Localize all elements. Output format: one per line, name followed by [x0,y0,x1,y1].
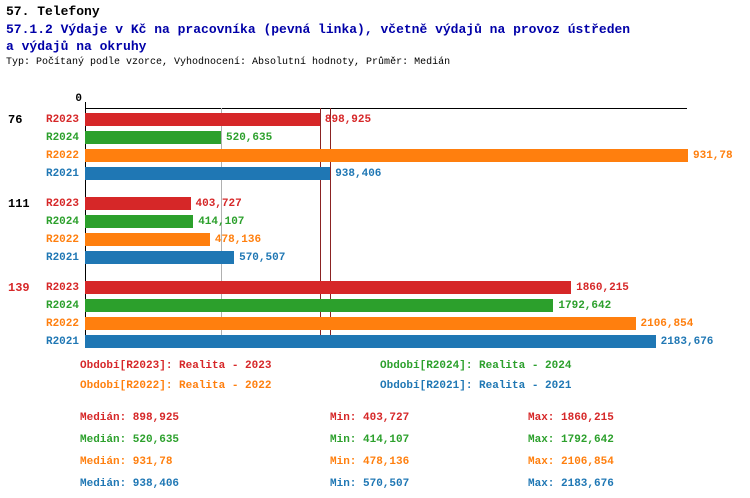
legend-item: Období[R2023]: Realita - 2023 [80,360,272,372]
series-label: R2023 [45,198,79,210]
report-subtitle-line1: 57.1.2 Výdaje v Kč na pracovníka (pevná … [6,22,631,37]
median-line [221,108,222,348]
series-label: R2021 [45,252,79,264]
stat-median: Medián: 898,925 [80,412,180,424]
bar-value-label: 898,925 [324,114,372,126]
stat-max: Max: 2183,676 [528,478,614,490]
axis-line-top [85,108,687,109]
axis-line-left [85,108,86,348]
stat-median: Medián: 520,635 [80,434,180,446]
series-label: R2021 [45,336,79,348]
bar-r2021 [85,167,331,180]
bar-r2024 [85,215,194,228]
stat-min: Min: 478,136 [330,456,410,468]
bar-r2023 [85,113,320,126]
stat-min: Min: 414,107 [330,434,410,446]
stat-min: Min: 570,507 [330,478,410,490]
group-label: 76 [8,113,23,127]
bar-r2022 [85,317,636,330]
median-line [319,108,321,348]
report-meta-line: Typ: Počítaný podle vzorce, Vyhodnocení:… [6,57,451,68]
group-label: 111 [8,197,30,211]
bar-r2023 [85,281,572,294]
bar-r2023 [85,197,191,210]
series-label: R2022 [45,318,79,330]
group-label: 139 [8,281,30,295]
bar-value-label: 414,107 [198,216,245,228]
bar-value-label: 478,136 [214,234,262,246]
bar-r2024 [85,131,221,144]
median-line [330,108,332,348]
bar-r2022 [85,233,210,246]
bar-value-label: 1860,215 [576,282,629,294]
series-label: R2021 [45,168,79,180]
bar-value-label: 2106,854 [640,318,694,330]
series-label: R2023 [45,282,79,294]
stat-median: Medián: 931,78 [80,456,173,468]
report-title: 57. Telefony [6,4,100,19]
axis-zero-tick [85,102,86,108]
bar-value-label: 2183,676 [660,336,714,348]
bar-value-label: 931,78 [693,150,733,162]
legend-item: Období[R2021]: Realita - 2021 [380,380,572,392]
bar-r2021 [85,251,235,264]
stat-min: Min: 403,727 [330,412,410,424]
legend-item: Období[R2022]: Realita - 2022 [80,380,272,392]
bar-value-label: 1792,642 [558,300,612,312]
legend-item: Období[R2024]: Realita - 2024 [380,360,572,372]
series-label: R2024 [45,216,79,228]
bar-r2024 [85,299,554,312]
bar-r2021 [85,335,656,348]
stat-max: Max: 1792,642 [528,434,614,446]
series-label: R2022 [45,234,79,246]
series-label: R2022 [45,150,79,162]
bar-value-label: 570,507 [239,252,286,264]
series-label: R2023 [45,114,79,126]
bar-value-label: 520,635 [226,132,273,144]
stat-max: Max: 2106,854 [528,456,614,468]
axis-zero-label: 0 [75,93,82,105]
stat-median: Medián: 938,406 [80,478,180,490]
stat-max: Max: 1860,215 [528,412,614,424]
report-subtitle-line2: a výdajů na okruhy [6,39,147,54]
bar-value-label: 938,406 [335,168,382,180]
bar-value-label: 403,727 [195,198,242,210]
series-label: R2024 [45,300,79,312]
bar-r2022 [85,149,688,162]
series-label: R2024 [45,132,79,144]
report-subtitle: 57.1.2 Výdaje v Kč na pracovníka (pevná … [6,21,630,55]
